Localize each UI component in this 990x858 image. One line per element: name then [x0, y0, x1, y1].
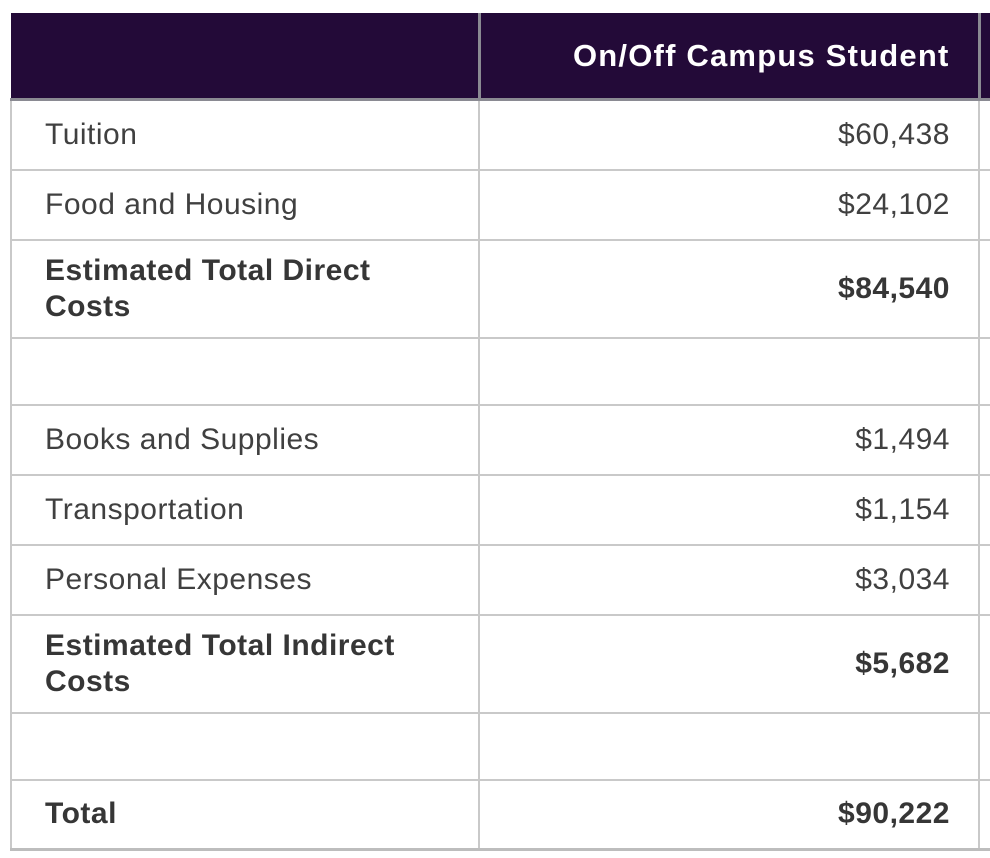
- row-clipped-cell: [978, 711, 990, 781]
- row-label: Estimated Total Indirect Costs: [10, 613, 480, 714]
- row-label: [10, 336, 480, 406]
- row-value: $1,494: [478, 403, 980, 476]
- row-clipped-cell: [978, 168, 990, 241]
- row-value: $1,154: [478, 473, 980, 546]
- row-value: $24,102: [478, 168, 980, 241]
- row-clipped-cell: [978, 543, 990, 616]
- row-label: Total: [10, 778, 480, 851]
- row-label: Personal Expenses: [10, 543, 480, 616]
- row-label: Food and Housing: [10, 168, 480, 241]
- row-clipped-cell: [978, 778, 990, 851]
- table-header-row: On/Off Campus Student: [11, 13, 990, 101]
- row-clipped-cell: [978, 98, 990, 171]
- header-cell-blank: [11, 13, 479, 101]
- table-row-transportation: Transportation $1,154: [10, 473, 990, 546]
- table-row-tuition: Tuition $60,438: [10, 98, 990, 171]
- table-row-spacer: [10, 711, 990, 781]
- table-row-food-housing: Food and Housing $24,102: [10, 168, 990, 241]
- row-value: [478, 336, 980, 406]
- row-label: Books and Supplies: [10, 403, 480, 476]
- row-value: $60,438: [478, 98, 980, 171]
- row-value: $90,222: [478, 778, 980, 851]
- header-cell-clipped-column: [977, 13, 990, 101]
- table-row-personal-expenses: Personal Expenses $3,034: [10, 543, 990, 616]
- table-row-total-indirect-costs: Estimated Total Indirect Costs $5,682: [10, 613, 990, 714]
- row-clipped-cell: [978, 473, 990, 546]
- row-value: [478, 711, 980, 781]
- row-value: $3,034: [478, 543, 980, 616]
- row-clipped-cell: [978, 238, 990, 339]
- row-value: $5,682: [478, 613, 980, 714]
- header-cell-student-type: On/Off Campus Student: [477, 13, 979, 101]
- cost-of-attendance-table: On/Off Campus Student Tuition $60,438 Fo…: [10, 13, 990, 851]
- row-clipped-cell: [978, 403, 990, 476]
- row-value: $84,540: [478, 238, 980, 339]
- row-label: [10, 711, 480, 781]
- table-row-spacer: [10, 336, 990, 406]
- row-label: Estimated Total Direct Costs: [10, 238, 480, 339]
- table-row-total: Total $90,222: [10, 778, 990, 851]
- row-clipped-cell: [978, 613, 990, 714]
- table-row-books-supplies: Books and Supplies $1,494: [10, 403, 990, 476]
- row-label: Tuition: [10, 98, 480, 171]
- table-row-total-direct-costs: Estimated Total Direct Costs $84,540: [10, 238, 990, 339]
- row-clipped-cell: [978, 336, 990, 406]
- row-label: Transportation: [10, 473, 480, 546]
